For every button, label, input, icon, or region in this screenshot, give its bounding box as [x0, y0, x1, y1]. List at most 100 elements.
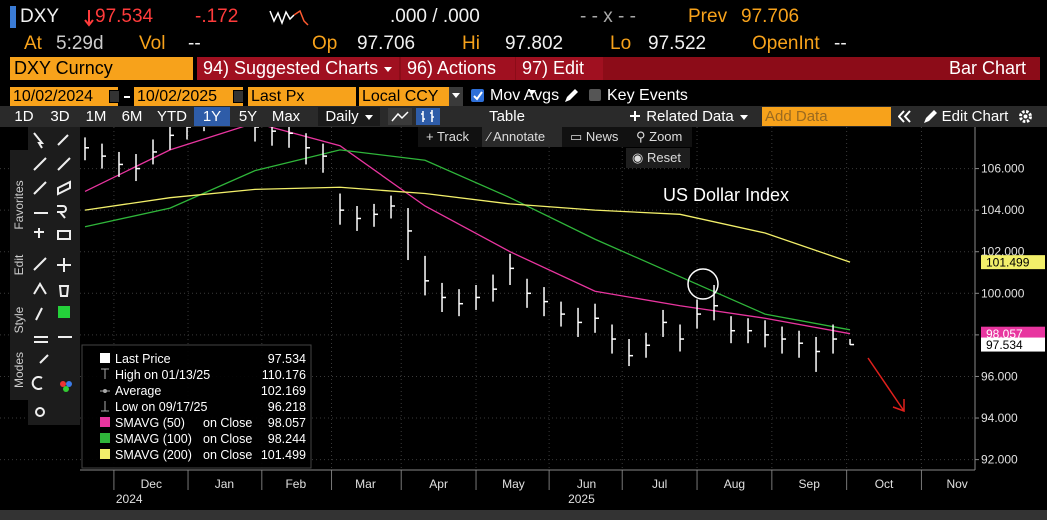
tool-text: Track — [436, 129, 469, 144]
grid — [0, 127, 975, 470]
menu-bar: 94) Suggested Charts 96) Actions 97) Edi… — [197, 57, 1040, 95]
x-tick-label: Mar — [355, 477, 376, 491]
legend-label: High on 01/13/25 — [115, 368, 210, 382]
menu-text: 94) Suggested Charts — [203, 58, 379, 78]
legend: Last Price 97.534 High on 01/13/25 110.1… — [81, 344, 312, 469]
lo-value: 97.522 — [648, 33, 707, 54]
last-value-label: 101.499 — [986, 256, 1030, 270]
op-label: Op — [312, 33, 338, 54]
openint-value: -- — [834, 33, 847, 54]
last-value-badge — [981, 337, 1045, 352]
zoom-tool[interactable]: ⚲ Zoom — [636, 129, 683, 144]
y-tick-label: 106.000 — [981, 162, 1025, 176]
key-events-checkbox[interactable] — [589, 89, 601, 101]
tool-text: Zoom — [649, 129, 683, 144]
plot — [84, 127, 855, 372]
end-date[interactable]: 10/02/2025 — [134, 87, 243, 106]
legend-swatch — [100, 433, 110, 443]
key-events-label: Key Events — [607, 87, 688, 104]
year-label: 2024 — [116, 492, 143, 506]
prev-label: Prev — [688, 6, 728, 27]
annotate-tool[interactable]: ⁄ Annotate — [482, 127, 562, 147]
field-select[interactable]: Last Px — [248, 87, 356, 106]
table-button[interactable]: Table — [489, 108, 525, 125]
mov-avgs-checkbox[interactable] — [471, 89, 484, 102]
legend-value: 96.218 — [268, 400, 306, 414]
menu-text: 97) Edit — [522, 58, 585, 78]
x-tick-label: May — [502, 477, 525, 491]
period-button[interactable]: 1Y — [194, 107, 230, 126]
menu-actions[interactable]: 96) Actions — [401, 57, 515, 95]
moving-average-line — [84, 186, 851, 263]
last-value-badge — [981, 255, 1045, 270]
x-tick-label: Jul — [652, 477, 667, 491]
frequency-text: Daily — [325, 108, 359, 125]
op-value: 97.706 — [357, 33, 416, 54]
tool-text: News — [585, 129, 619, 144]
legend-label: SMAVG (50) — [115, 416, 185, 430]
period-button[interactable]: 5Y — [238, 108, 258, 125]
frequency[interactable]: Daily — [318, 107, 380, 126]
side-label: Style — [12, 306, 26, 333]
legend-basis: on Close — [203, 448, 252, 462]
reset-tool[interactable]: ◉ Reset — [626, 148, 690, 168]
last-value-badge — [981, 326, 1045, 341]
x-tick-label: Jun — [577, 477, 596, 491]
menu-suggested[interactable]: 94) Suggested Charts — [197, 57, 399, 80]
y-tick-label: 96.000 — [981, 369, 1018, 383]
chart-type-icons — [388, 108, 440, 125]
period-button[interactable]: 3D — [50, 108, 70, 125]
period-button[interactable]: 1D — [14, 108, 34, 125]
last-price: 97.534 — [95, 6, 154, 27]
collapse-icon — [898, 110, 911, 123]
x-tick-label: Feb — [285, 477, 306, 491]
tool-text: Annotate — [493, 129, 546, 144]
add-data[interactable]: Add Data — [762, 107, 891, 126]
start-date[interactable]: 10/02/2024 — [10, 87, 118, 106]
toolbar: 1D 3D 1M 6M YTD 1Y 5Y Max Daily Table Related D… — [0, 106, 1047, 127]
side-label: Favorites — [12, 180, 26, 229]
trend-arrow — [867, 357, 905, 413]
sparkline-icon — [269, 9, 309, 26]
side-label: Modes — [12, 352, 26, 388]
mov-avgs-label: Mov Avgs — [490, 87, 560, 104]
legend-swatch — [100, 449, 110, 459]
at-label: At — [24, 33, 42, 54]
security-box[interactable]: DXY Curncy — [10, 57, 193, 80]
edit-chart[interactable]: Edit Chart — [941, 108, 1009, 125]
y-tick-label: 104.000 — [981, 203, 1025, 217]
openint-label: OpenInt — [752, 33, 820, 54]
side-label: Edit — [12, 254, 26, 275]
legend-basis: on Close — [203, 416, 252, 430]
legend-value: 97.534 — [268, 352, 306, 366]
period-button[interactable]: 6M — [121, 108, 143, 125]
ticker-marker — [10, 6, 16, 28]
legend-label: SMAVG (200) — [115, 448, 192, 462]
highlight-circle — [687, 268, 719, 300]
moving-average-line — [84, 127, 851, 335]
view-name: Bar Chart — [948, 58, 1026, 78]
related-data[interactable]: Related Data — [642, 107, 752, 126]
menu-edit[interactable]: 97) Edit — [516, 57, 603, 95]
legend-label: Average — [115, 384, 161, 398]
settings-icon[interactable] — [1017, 108, 1034, 125]
pen-icon — [924, 110, 937, 123]
currency-dropdown[interactable] — [449, 87, 463, 106]
ticker: DXY — [20, 6, 60, 27]
moving-average-line — [84, 149, 851, 331]
period-button[interactable]: Max — [271, 108, 301, 125]
track-tool[interactable]: + Track — [426, 129, 469, 144]
period-button[interactable]: 1M — [85, 108, 107, 125]
size: - - x - - — [580, 6, 636, 27]
currency-select[interactable]: Local CCY — [359, 87, 449, 106]
plus-icon — [630, 111, 640, 121]
y-tick-label: 100.000 — [981, 286, 1025, 300]
legend-value: 102.169 — [261, 384, 306, 398]
lo-label: Lo — [610, 33, 632, 54]
bid-ask: .000 / .000 — [390, 6, 480, 27]
x-tick-label: Dec — [141, 477, 162, 491]
legend-label: SMAVG (100) — [115, 432, 192, 446]
period-button[interactable]: YTD — [157, 108, 187, 125]
news-tool[interactable]: ▭ News — [570, 129, 619, 144]
